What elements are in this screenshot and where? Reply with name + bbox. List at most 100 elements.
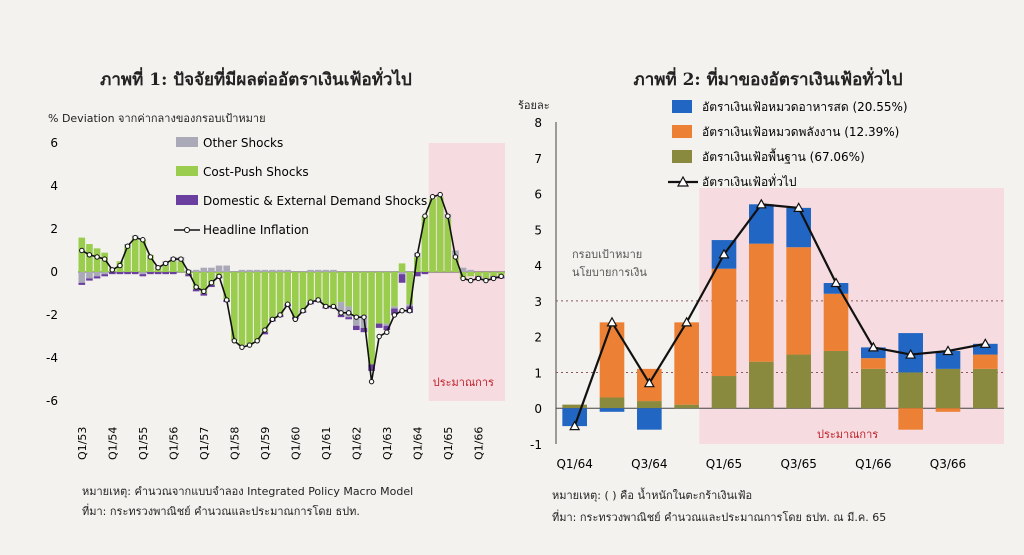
x-tick-label: Q3/66 [930,457,966,471]
left-chart-panel: ภาพที่ 1: ปัจจัยที่มีผลต่ออัตราเงินเฟ้อท… [46,70,505,518]
bar-domestic-external-demand-shocks [170,272,177,275]
headline-inflation-point [475,275,482,282]
headline-inflation-point [94,254,100,260]
y-tick-label: 7 [534,152,542,166]
headline-inflation-point [681,316,693,327]
headline-inflation-point [445,213,451,219]
headline-inflation-point [490,275,497,282]
bar-domestic-external-demand-shocks [200,293,208,296]
bar-cost-push-shocks [223,272,230,300]
right-note: หมายเหตุ: ( ) คือ น้ำหนักในตะกร้าเงินเฟ้… [552,489,753,502]
legend-label: อัตราเงินเฟ้อหมวดพลังงาน (12.39%) [702,125,899,139]
bar-cost-push-shocks [238,272,246,346]
bar-segment [562,404,587,409]
legend-swatch [176,166,198,176]
right-chart-svg: ประมาณการ -1 0 1 2 3 4 5 6 7 8 กรอบเป้าหมายนโยบายกา… [530,100,1004,471]
y-tick-label: 6 [534,188,542,202]
legend-swatch [672,150,692,163]
bar-cost-push-shocks [124,246,131,272]
x-tick-label: Q1/61 [320,427,333,460]
bar-other-shocks [253,269,261,272]
bar-domestic-external-demand-shocks [337,315,345,318]
bar-cost-push-shocks [200,272,208,294]
y-tick-label: 1 [534,366,542,380]
x-tick-label: Q1/57 [198,427,211,460]
bar-segment [637,401,662,409]
legend-swatch [672,125,692,138]
bar-cost-push-shocks [162,265,169,272]
bar-cost-push-shocks [391,272,398,307]
bar-domestic-external-demand-shocks [398,274,406,283]
bar-cost-push-shocks [375,272,383,324]
bar-domestic-external-demand-shocks [208,284,215,288]
bar-domestic-external-demand-shocks [391,308,398,315]
bar-segment [786,354,811,409]
headline-inflation-point [117,262,123,269]
bar-domestic-external-demand-shocks [162,272,169,275]
bar-other-shocks [398,272,406,275]
bar-domestic-external-demand-shocks [101,274,108,277]
bar-domestic-external-demand-shocks [345,317,352,320]
headline-inflation-point [79,247,85,254]
headline-inflation-point [239,344,245,350]
bar-cost-push-shocks [398,263,406,272]
bar-other-shocks [238,269,246,272]
right-chart-title: ภาพที่ 2: ที่มาของอัตราเงินเฟ้อทั่วไป [633,70,903,90]
headline-inflation-point [170,256,177,262]
bar-domestic-external-demand-shocks [116,272,124,275]
bar-cost-push-shocks [330,272,337,307]
headline-inflation-point [201,288,207,295]
bar-segment [599,408,625,412]
headline-inflation-point [185,269,192,275]
headline-inflation-point [231,338,238,344]
bar-segment [749,243,774,362]
bar-segment [711,376,737,409]
legend-swatch [176,137,198,147]
bar-other-shocks [337,302,345,315]
bar-segment [599,322,625,398]
bar-other-shocks [101,272,108,275]
bar-segment [861,368,886,409]
bar-segment [637,408,662,430]
headline-inflation-point [452,254,459,260]
bar-segment [973,343,998,355]
target-band-label: นโยบายการเงิน [572,265,647,279]
headline-inflation-point [498,273,504,279]
bar-other-shocks [307,269,314,272]
bar-cost-push-shocks [101,252,108,272]
headline-inflation-point [429,194,436,200]
bar-other-shocks [78,272,86,283]
bar-segment [823,350,849,409]
legend-label: อัตราเงินเฟ้อทั่วไป [702,173,796,189]
legend-label: Cost-Push Shocks [203,165,309,179]
bar-segment [823,283,849,294]
bar-cost-push-shocks [261,272,269,333]
x-tick-label: Q1/60 [289,427,302,460]
headline-inflation-point [406,308,413,314]
bar-domestic-external-demand-shocks [414,272,421,277]
bar-segment [973,368,998,409]
bar-segment [786,207,811,248]
bar-cost-push-shocks [414,256,421,272]
headline-inflation-point [124,243,131,249]
headline-inflation-point [414,252,421,258]
bar-other-shocks [330,269,337,272]
bar-cost-push-shocks [459,272,467,279]
bar-domestic-external-demand-shocks [360,327,368,333]
headline-inflation-point [292,316,299,322]
bar-cost-push-shocks [269,272,276,320]
headline-inflation-point [361,314,367,320]
bar-cost-push-shocks [177,261,185,272]
headline-inflation-point [330,303,337,310]
bar-domestic-external-demand-shocks [109,272,116,275]
bar-other-shocks [215,265,223,272]
headline-inflation-point [422,213,428,219]
y-tick-label: 0 [50,265,58,279]
y-tick-label: -6 [46,394,58,408]
bar-other-shocks [322,269,330,272]
bar-other-shocks [93,272,101,277]
x-tick-label: Q1/64 [556,457,592,471]
bar-domestic-external-demand-shocks [86,278,93,281]
x-tick-label: Q1/55 [137,427,150,460]
bar-other-shocks [353,315,360,326]
